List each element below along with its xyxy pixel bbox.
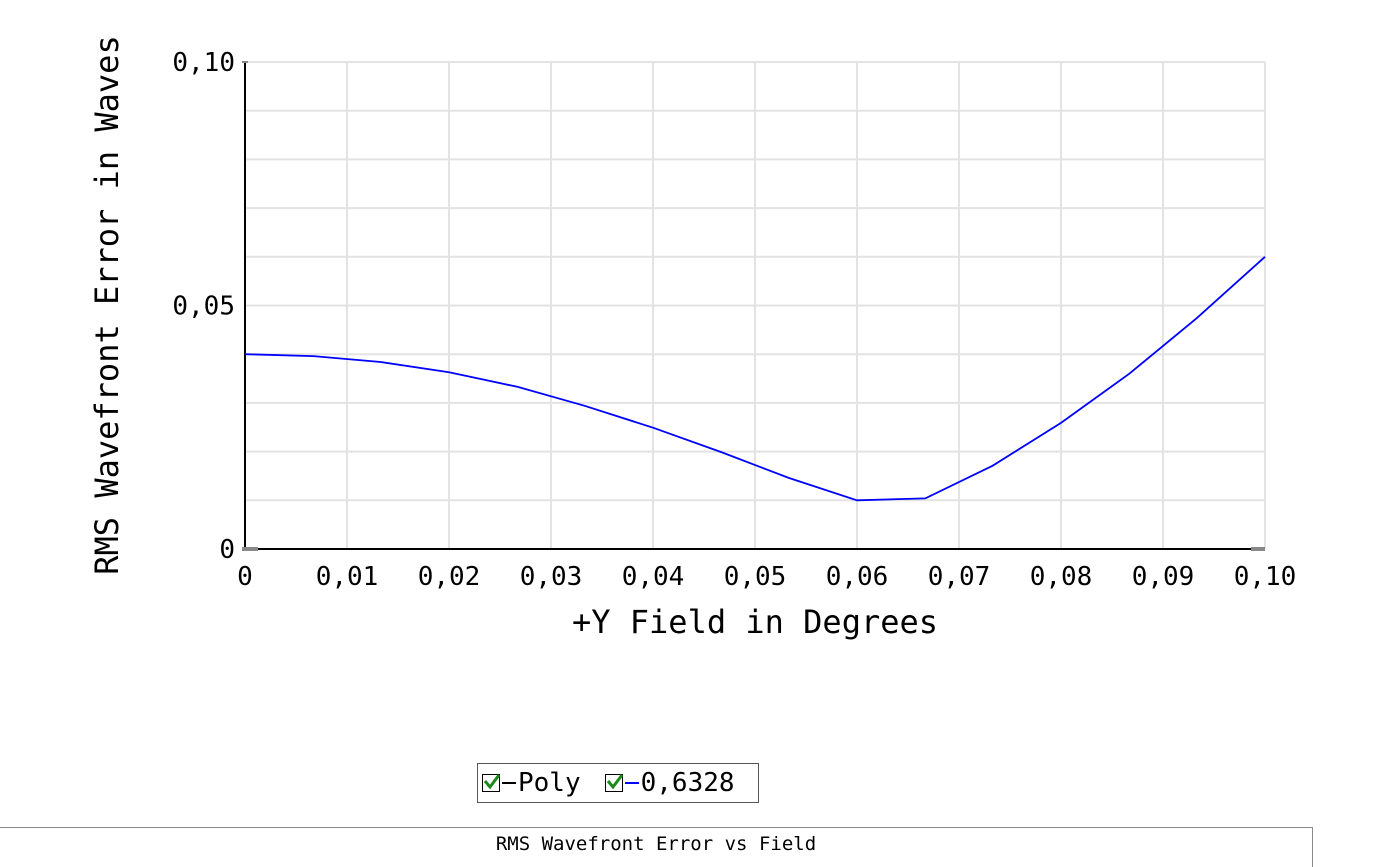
series-line-0-6328: [244, 256, 1266, 502]
chart: 0 0,01 0,02 0,03 0,04 0,05 0,06 0,07 0,08 0,09 0,1…: [88, 35, 1296, 641]
plot-title: RMS Wavefront Error vs Field: [495, 833, 817, 855]
legend-item-poly[interactable]: Poly: [482, 768, 581, 798]
checkbox-checked-icon[interactable]: [604, 774, 623, 792]
chart-tick-labels: 0 0,01 0,02 0,03 0,04 0,05 0,06 0,07 0,08 0,09 0,1…: [172, 48, 1296, 592]
x-tick-label: 0,01: [316, 562, 379, 592]
y-tick-label: 0,10: [172, 48, 235, 78]
x-tick-label: 0: [237, 562, 253, 592]
legend: Poly 0,6328: [477, 763, 759, 803]
x-tick-label: 0,05: [724, 562, 787, 592]
legend-label-poly: Poly: [518, 768, 581, 798]
x-tick-label: 0,07: [928, 562, 991, 592]
legend-swatch-poly: [502, 782, 516, 784]
x-tick-label: 0,03: [520, 562, 583, 592]
y-tick-label: 0,05: [172, 292, 235, 322]
x-axis-label: +Y Field in Degrees: [572, 603, 938, 641]
legend-label-0-6328: 0,6328: [640, 768, 735, 798]
x-tick-label: 0,04: [622, 562, 685, 592]
legend-swatch-0-6328: [624, 782, 639, 784]
chart-grid: [244, 61, 1266, 550]
legend-item-0-6328[interactable]: 0,6328: [604, 768, 735, 798]
checkbox-checked-icon[interactable]: [482, 774, 501, 792]
status-bar: RMS Wavefront Error vs Field: [0, 827, 1313, 867]
chart-series: [244, 256, 1266, 502]
chart-axes: [242, 61, 1265, 551]
y-tick-label: 0: [219, 535, 235, 565]
y-axis-label: RMS Wavefront Error in Waves: [88, 35, 126, 574]
x-tick-label: 0,02: [418, 562, 481, 592]
x-tick-label: 0,08: [1030, 562, 1093, 592]
x-tick-label: 0,06: [826, 562, 889, 592]
x-tick-label: 0,09: [1132, 562, 1195, 592]
x-tick-label: 0,10: [1234, 562, 1297, 592]
